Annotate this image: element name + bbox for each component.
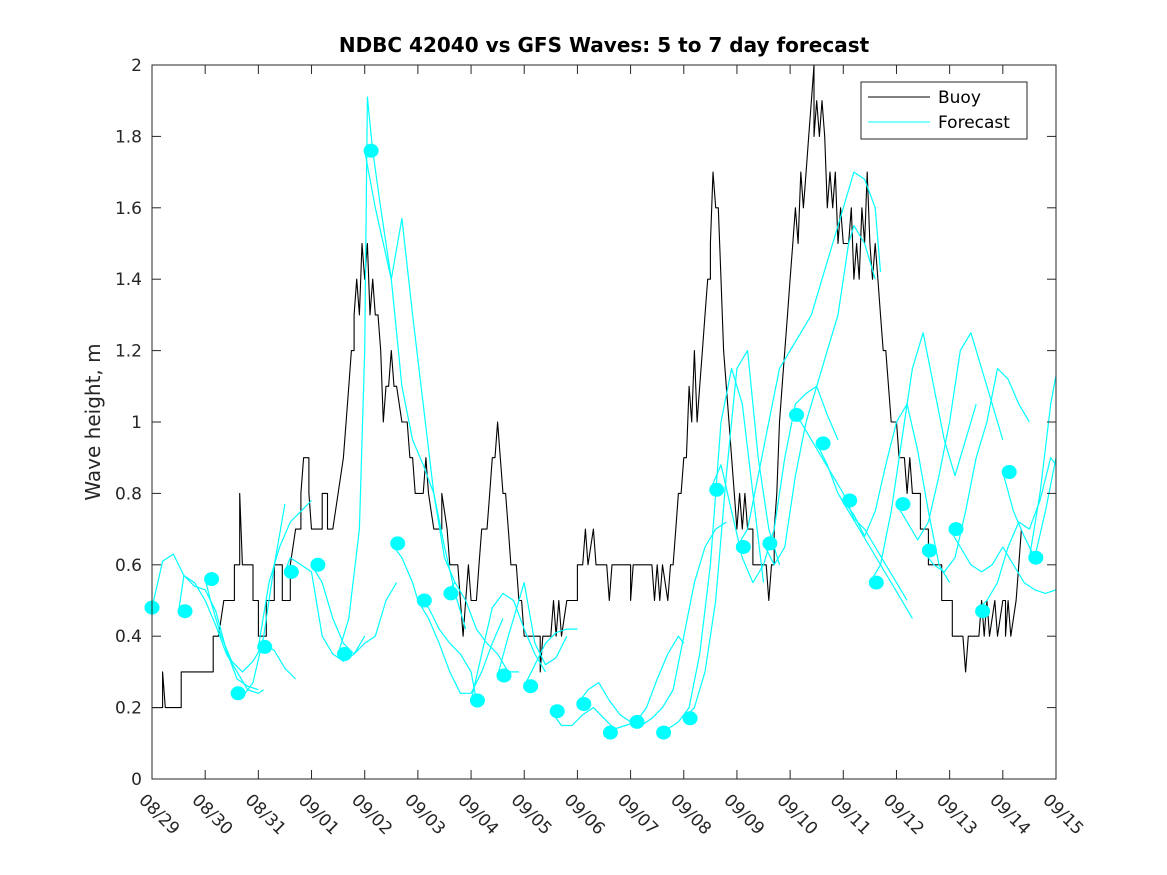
y-tick-label: 1 bbox=[131, 413, 142, 433]
y-axis-label: Wave height, m bbox=[81, 343, 105, 500]
buoy-series-line bbox=[152, 64, 1022, 709]
forecast-start-marker bbox=[390, 536, 406, 551]
forecast-start-marker bbox=[443, 586, 459, 601]
y-tick-label: 1.8 bbox=[115, 127, 142, 147]
forecast-start-marker bbox=[1001, 465, 1017, 479]
y-tick-label: 1.4 bbox=[115, 270, 142, 290]
forecast-start-marker bbox=[815, 436, 831, 451]
forecast-start-marker bbox=[602, 725, 618, 740]
legend-forecast-label: Forecast bbox=[938, 113, 1010, 133]
y-axis-ticks: 0 0.2 0.4 0.6 0.8 1 1.2 1.4 1.6 1.8 2 bbox=[115, 56, 1056, 790]
chart-title: NDBC 42040 vs GFS Waves: 5 to 7 day fore… bbox=[339, 33, 870, 57]
y-tick-label: 1.6 bbox=[115, 199, 142, 219]
forecast-start-marker bbox=[1028, 550, 1044, 565]
forecast-start-marker bbox=[523, 679, 539, 694]
forecast-series-line bbox=[1002, 457, 1057, 559]
forecast-start-marker bbox=[177, 604, 193, 619]
forecast-start-marker bbox=[842, 493, 858, 508]
plot-area bbox=[152, 65, 1056, 779]
forecast-series-line bbox=[922, 367, 1030, 573]
forecast-start-marker bbox=[204, 572, 220, 587]
y-tick-label: 1.2 bbox=[115, 342, 142, 362]
forecast-start-marker bbox=[416, 593, 432, 608]
legend-buoy-label: Buoy bbox=[938, 88, 981, 108]
forecast-series-line bbox=[869, 332, 977, 583]
forecast-start-marker bbox=[709, 482, 725, 497]
forecast-start-marker bbox=[283, 564, 299, 579]
forecast-series-line bbox=[949, 528, 1057, 594]
y-tick-label: 0.6 bbox=[115, 556, 142, 576]
forecast-start-marker bbox=[576, 697, 592, 711]
forecast-series-line bbox=[178, 574, 265, 694]
forecast-series-line bbox=[310, 564, 398, 655]
forecast-start-marker bbox=[735, 540, 751, 554]
forecast-series-line bbox=[364, 150, 467, 630]
forecast-start-marker bbox=[257, 639, 273, 654]
forecast-series-line bbox=[603, 635, 685, 734]
forecast-start-marker bbox=[496, 668, 512, 683]
forecast-start-marker bbox=[629, 714, 645, 729]
forecast-marker-layer bbox=[144, 143, 1044, 740]
forecast-start-marker bbox=[310, 557, 326, 572]
forecast-start-marker bbox=[921, 543, 937, 558]
forecast-series-line bbox=[630, 521, 727, 727]
forecast-start-marker bbox=[868, 575, 884, 590]
forecast-series-line bbox=[1028, 375, 1057, 558]
series-layer bbox=[151, 64, 1057, 734]
forecast-start-marker bbox=[549, 704, 565, 719]
forecast-series-line bbox=[736, 171, 882, 548]
forecast-series-line bbox=[257, 500, 312, 647]
y-tick-label: 0 bbox=[131, 770, 142, 790]
forecast-series-line bbox=[417, 600, 477, 701]
forecast-start-marker bbox=[230, 686, 246, 701]
forecast-series-line bbox=[497, 582, 568, 676]
forecast-start-marker bbox=[948, 522, 964, 537]
y-tick-label: 0.2 bbox=[115, 699, 142, 719]
forecast-start-marker bbox=[682, 711, 698, 726]
forecast-series-line bbox=[975, 457, 1057, 612]
forecast-series-line bbox=[657, 367, 765, 734]
y-tick-label: 2 bbox=[131, 56, 142, 76]
forecast-series-line bbox=[470, 592, 547, 701]
forecast-start-marker bbox=[762, 536, 778, 551]
legend-box bbox=[860, 81, 1028, 140]
forecast-start-marker bbox=[363, 143, 379, 158]
forecast-series-line bbox=[390, 543, 504, 694]
forecast-start-marker bbox=[789, 407, 804, 422]
forecast-start-marker bbox=[656, 725, 672, 740]
forecast-series-line bbox=[151, 553, 259, 691]
forecast-start-marker bbox=[975, 604, 991, 619]
forecast-series-line bbox=[550, 707, 616, 730]
y-tick-label: 0.8 bbox=[115, 484, 142, 504]
forecast-series-line bbox=[337, 96, 456, 655]
forecast-start-marker bbox=[895, 497, 911, 512]
forecast-series-line bbox=[816, 443, 913, 619]
forecast-series-line bbox=[204, 578, 297, 680]
forecast-series-line bbox=[762, 225, 876, 566]
forecast-start-marker bbox=[337, 647, 352, 661]
y-tick-label: 0.4 bbox=[115, 627, 142, 647]
forecast-series-line bbox=[683, 350, 781, 719]
forecast-series-line bbox=[523, 628, 578, 687]
legend: Buoy Forecast bbox=[860, 81, 1028, 140]
forecast-series-line bbox=[895, 332, 1004, 541]
forecast-series-line bbox=[842, 403, 951, 583]
forecast-start-marker bbox=[469, 693, 485, 708]
